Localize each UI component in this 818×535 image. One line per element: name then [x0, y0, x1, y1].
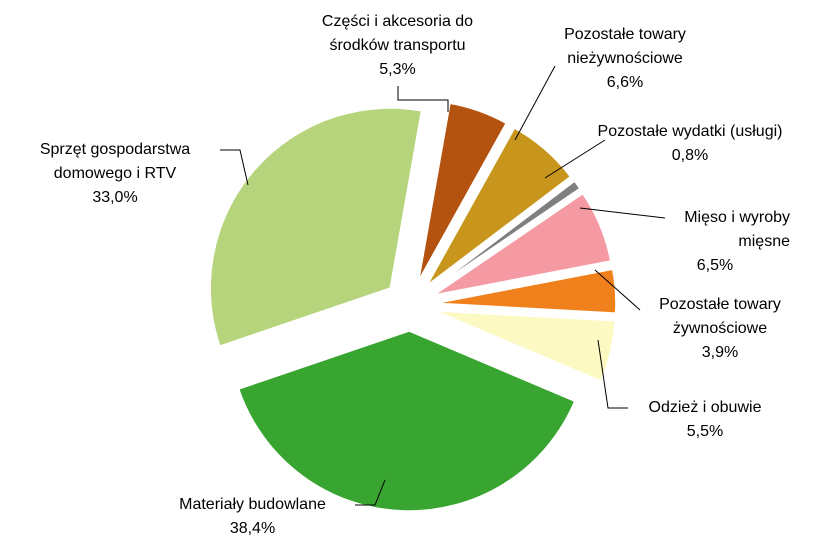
slice-label: Odzież i obuwie 5,5%	[625, 396, 785, 444]
category-label: Odzież i obuwie	[648, 399, 762, 416]
pie-slice	[237, 330, 576, 512]
leader-line	[544, 139, 606, 179]
leader-line	[220, 149, 249, 186]
value-label: 33,0%	[92, 189, 138, 206]
value-label: 6,6%	[606, 74, 644, 91]
value-label: 5,3%	[379, 61, 416, 78]
pie-slice	[417, 102, 508, 281]
pie-slice	[209, 107, 423, 348]
slice-label: Pozostałe towary nieżywnościowe 6,6%	[525, 23, 725, 95]
slice-label: Sprzęt gospodarstwa domowego i RTV 33,0%	[5, 138, 225, 210]
leader-line	[355, 479, 386, 506]
pie-slice	[430, 180, 581, 291]
slice-label: Mięso i wyroby mięsne 6,5%	[640, 206, 790, 278]
value-label: 0,8%	[671, 147, 709, 164]
category-label: Pozostałe wydatki (usługi)	[597, 123, 783, 140]
category-label: Części i akcesoria do środków transportu	[321, 13, 474, 54]
leader-line	[579, 207, 666, 219]
category-label: Pozostałe towary nieżywnościowe	[564, 26, 686, 67]
slice-label: Materiały budowlane 38,4%	[150, 493, 355, 535]
category-label: Mięso i wyroby mięsne	[684, 209, 790, 250]
leader-line	[597, 339, 628, 409]
value-label: 38,4%	[229, 520, 276, 535]
pie-slice	[426, 127, 572, 286]
value-label: 3,9%	[701, 344, 739, 361]
slice-label: Części i akcesoria do środków transportu…	[290, 10, 505, 82]
leader-line	[397, 86, 449, 112]
slice-label: Pozostałe towary żywnościowe 3,9%	[620, 293, 818, 365]
pie-slice	[435, 310, 616, 383]
category-label: Materiały budowlane	[179, 496, 326, 513]
category-label: Pozostałe towary żywnościowe	[659, 296, 781, 337]
value-label: 6,5%	[696, 257, 734, 274]
pie-slice	[435, 268, 617, 314]
leader-line	[514, 65, 556, 141]
slice-label: Pozostałe wydatki (usługi) 0,8%	[590, 120, 790, 168]
category-label: Sprzęt gospodarstwa domowego i RTV	[39, 141, 191, 182]
pie-slice	[433, 192, 612, 296]
value-label: 5,5%	[686, 423, 724, 440]
leader-line	[594, 269, 641, 311]
